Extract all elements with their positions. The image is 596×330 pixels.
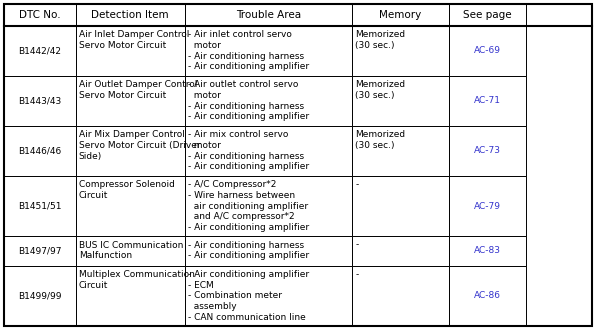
- Bar: [4, 126, 76, 176]
- Bar: [352, 236, 449, 266]
- Text: -: -: [355, 241, 358, 249]
- Text: - Air inlet control servo
  motor
- Air conditioning harness
- Air conditioning : - Air inlet control servo motor - Air co…: [188, 30, 309, 71]
- Text: AC-83: AC-83: [474, 247, 501, 255]
- Text: AC-71: AC-71: [474, 96, 501, 105]
- Text: - Air conditioning amplifier
- ECM
- Combination meter
  assembly
- CAN communic: - Air conditioning amplifier - ECM - Com…: [188, 270, 309, 322]
- Bar: [185, 4, 352, 26]
- Bar: [76, 236, 185, 266]
- Text: - A/C Compressor*2
- Wire harness between
  air conditioning amplifier
  and A/C: - A/C Compressor*2 - Wire harness betwee…: [188, 180, 309, 232]
- Text: B1497/97: B1497/97: [18, 247, 61, 255]
- Text: Trouble Area: Trouble Area: [236, 10, 301, 20]
- Text: Compressor Solenoid
Circuit: Compressor Solenoid Circuit: [79, 180, 175, 200]
- Bar: [449, 76, 526, 126]
- Text: AC-86: AC-86: [474, 291, 501, 300]
- Text: AC-69: AC-69: [474, 46, 501, 55]
- Bar: [4, 236, 76, 266]
- Text: -: -: [355, 270, 358, 279]
- Text: B1451/51: B1451/51: [18, 202, 61, 211]
- Text: B1499/99: B1499/99: [18, 291, 61, 300]
- Bar: [4, 4, 76, 26]
- Text: - Air mix control servo
  motor
- Air conditioning harness
- Air conditioning am: - Air mix control servo motor - Air cond…: [188, 130, 309, 172]
- Text: Memorized
(30 sec.): Memorized (30 sec.): [355, 80, 405, 100]
- Bar: [449, 266, 526, 326]
- Bar: [185, 26, 352, 76]
- Text: BUS IC Communication
Malfunction: BUS IC Communication Malfunction: [79, 241, 183, 260]
- Text: - Air outlet control servo
  motor
- Air conditioning harness
- Air conditioning: - Air outlet control servo motor - Air c…: [188, 80, 309, 121]
- Text: See page: See page: [463, 10, 511, 20]
- Text: AC-79: AC-79: [474, 202, 501, 211]
- Bar: [76, 26, 185, 76]
- Bar: [352, 76, 449, 126]
- Text: DTC No.: DTC No.: [19, 10, 61, 20]
- Bar: [4, 26, 76, 76]
- Bar: [185, 236, 352, 266]
- Bar: [185, 176, 352, 236]
- Bar: [352, 126, 449, 176]
- Text: B1443/43: B1443/43: [18, 96, 61, 105]
- Text: Multiplex Communication
Circuit: Multiplex Communication Circuit: [79, 270, 195, 290]
- Bar: [76, 126, 185, 176]
- Bar: [352, 4, 449, 26]
- Bar: [352, 26, 449, 76]
- Bar: [185, 266, 352, 326]
- Bar: [449, 26, 526, 76]
- Text: B1442/42: B1442/42: [18, 46, 61, 55]
- Text: - Air conditioning harness
- Air conditioning amplifier: - Air conditioning harness - Air conditi…: [188, 241, 309, 260]
- Bar: [449, 4, 526, 26]
- Bar: [4, 76, 76, 126]
- Bar: [76, 266, 185, 326]
- Text: AC-73: AC-73: [474, 147, 501, 155]
- Text: B1446/46: B1446/46: [18, 147, 61, 155]
- Text: Memorized
(30 sec.): Memorized (30 sec.): [355, 130, 405, 150]
- Text: Memorized
(30 sec.): Memorized (30 sec.): [355, 30, 405, 50]
- Bar: [185, 76, 352, 126]
- Text: Detection Item: Detection Item: [91, 10, 169, 20]
- Bar: [4, 176, 76, 236]
- Bar: [449, 126, 526, 176]
- Bar: [352, 266, 449, 326]
- Bar: [449, 236, 526, 266]
- Text: Memory: Memory: [380, 10, 422, 20]
- Text: Air Mix Damper Control
Servo Motor Circuit (Driver
Side): Air Mix Damper Control Servo Motor Circu…: [79, 130, 200, 161]
- Bar: [352, 176, 449, 236]
- Bar: [76, 4, 185, 26]
- Text: Air Outlet Damper Control
Servo Motor Circuit: Air Outlet Damper Control Servo Motor Ci…: [79, 80, 197, 100]
- Bar: [449, 176, 526, 236]
- Bar: [76, 76, 185, 126]
- Bar: [76, 176, 185, 236]
- Bar: [4, 266, 76, 326]
- Text: Air Inlet Damper Control
Servo Motor Circuit: Air Inlet Damper Control Servo Motor Cir…: [79, 30, 189, 50]
- Bar: [185, 126, 352, 176]
- Text: -: -: [355, 180, 358, 189]
